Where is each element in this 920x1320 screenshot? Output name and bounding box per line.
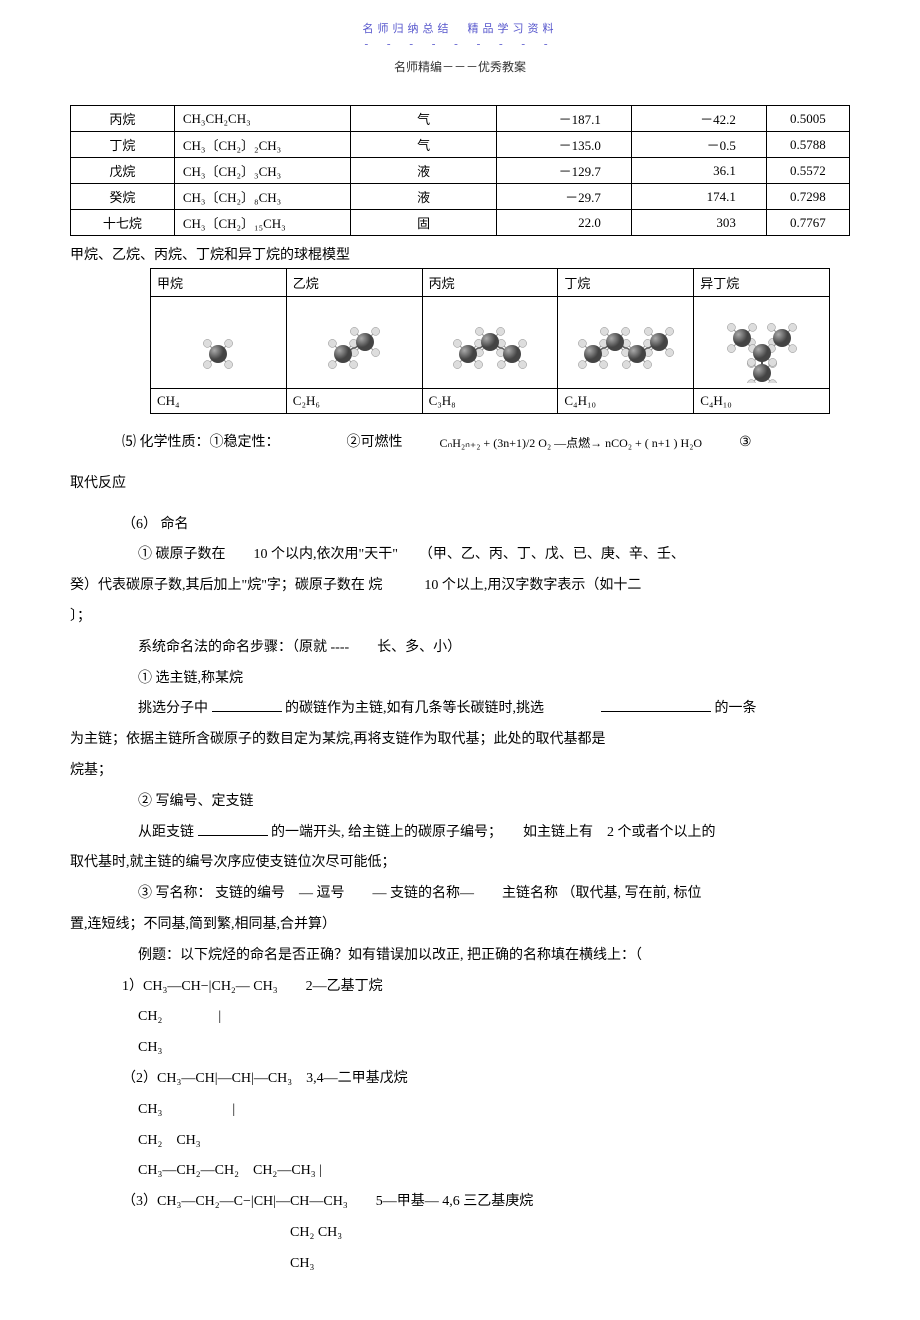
model-header: 异丁烷 (694, 269, 830, 297)
p1a: ① 碳原子数在 10 个以内,依次用"天干" （甲、乙、丙、丁、戊、已、庚、辛、… (70, 540, 850, 571)
table-row: 丁烷CH₃〔CH₂〕₂CH₃气－135.0－0.50.5788 (71, 132, 850, 158)
top-dashes: - - - - - - - - - (70, 38, 850, 50)
blank-2 (601, 698, 711, 712)
table-cell: －129.7 (496, 158, 631, 184)
p1b: 癸）代表碳原子数,其后加上"烷"字；碳原子数在 烷 10 个以上,用汉字数字表示… (70, 571, 850, 602)
table-cell: CH₃〔CH₂〕₃CH₃ (174, 158, 351, 184)
p5: 为主链；依据主链所含碳原子的数目定为某烷,再将支链作为取代基；此处的取代基都是 (70, 725, 850, 756)
ex2a: （2）CH₃—CH|—CH|—CH₃ 3,4—二甲基戊烷 (70, 1064, 850, 1095)
table-cell: 0.7298 (766, 184, 849, 210)
table-cell: 303 (631, 210, 766, 236)
model-header: 丁烷 (558, 269, 694, 297)
table-cell: 气 (351, 132, 496, 158)
table-cell: 固 (351, 210, 496, 236)
substitution-label: 取代反应 (70, 469, 850, 500)
model-formula: C₂H₆ (286, 389, 422, 414)
p12: 例题：以下烷烃的命名是否正确？如有错误加以改正, 把正确的名称填在横线上：（ (70, 941, 850, 972)
model-formula: C₃H₈ (422, 389, 558, 414)
p9: 取代基时,就主链的编号次序应使支链位次尽可能低； (70, 848, 850, 879)
table-cell: 癸烷 (71, 184, 175, 210)
model-header: 甲烷 (151, 269, 287, 297)
table-cell: －135.0 (496, 132, 631, 158)
ex3a: （3）CH₃—CH₂—C−|CH|—CH—CH₃ 5—甲基— 4,6 三乙基庚烷 (70, 1187, 850, 1218)
chem-prop-label: ⑸ 化学性质：①稳定性： (122, 435, 280, 450)
model-formula: C₄H₁₀ (694, 389, 830, 414)
p3: ① 选主链,称某烷 (70, 664, 850, 695)
p1c: 〕； (70, 602, 850, 633)
table-cell: －0.5 (631, 132, 766, 158)
ex1a: 1）CH₃—CH−|CH₂— CH₃ 2—乙基丁烷 (70, 972, 850, 1003)
document-page: 名师归纳总结 精品学习资料 - - - - - - - - - 名师精编－－－优… (0, 0, 920, 1320)
combustible-label: ②可燃性 (347, 435, 403, 450)
ex2b: CH₃ | (70, 1095, 850, 1126)
p7: ② 写编号、定支链 (70, 787, 850, 818)
p4c: 的一条 (715, 701, 757, 716)
circled-3: ③ (739, 435, 752, 450)
table-row: 丙烷CH₃CH₂CH₃气－187.1－42.20.5005 (71, 106, 850, 132)
models-table: 甲烷乙烷丙烷丁烷异丁烷 CH₄C₂H₆C₃H₈C₄H₁₀C₄H₁₀ (150, 268, 830, 414)
table-cell: －187.1 (496, 106, 631, 132)
combustion-equation: CₙH₂ₙ₊₂ + (3n+1)/2 O₂ —点燃→ nCO₂ + ( n+1 … (440, 430, 703, 456)
ex1c: CH₃ (70, 1033, 850, 1064)
table-cell: 液 (351, 184, 496, 210)
model-header: 丙烷 (422, 269, 558, 297)
blank-3 (198, 822, 268, 836)
model-image (558, 297, 694, 389)
table-cell: 0.5572 (766, 158, 849, 184)
table-cell: 丁烷 (71, 132, 175, 158)
ex3c: CH₃ (70, 1249, 850, 1280)
p8a: 从距支链 (138, 825, 194, 840)
model-formula: C₄H₁₀ (558, 389, 694, 414)
table-cell: 22.0 (496, 210, 631, 236)
properties-table: 丙烷CH₃CH₂CH₃气－187.1－42.20.5005丁烷CH₃〔CH₂〕₂… (70, 105, 850, 236)
table-cell: 丙烷 (71, 106, 175, 132)
table-cell: －42.2 (631, 106, 766, 132)
sub-header: 名师精编－－－优秀教案 (70, 58, 850, 75)
table-cell: 174.1 (631, 184, 766, 210)
ex3b: CH₂ CH₃ (70, 1218, 850, 1249)
top-header: 名师归纳总结 精品学习资料 (70, 20, 850, 36)
table-cell: 气 (351, 106, 496, 132)
table-cell: CH₃〔CH₂〕₈CH₃ (174, 184, 351, 210)
model-formula: CH₄ (151, 389, 287, 414)
table-cell: 0.7767 (766, 210, 849, 236)
p2: 系统命名法的命名步骤：（原就 ---- 长、多、小） (70, 633, 850, 664)
table-cell: 液 (351, 158, 496, 184)
table-cell: 0.5005 (766, 106, 849, 132)
model-header: 乙烷 (286, 269, 422, 297)
p4a: 挑选分子中 (138, 701, 208, 716)
table-row: 十七烷CH₃〔CH₂〕₁₅CH₃固22.03030.7767 (71, 210, 850, 236)
p4b: 的碳链作为主链,如有几条等长碳链时,挑选 (285, 701, 544, 716)
models-caption: 甲烷、乙烷、丙烷、丁烷和异丁烷的球棍模型 (70, 244, 850, 264)
p10: ③ 写名称： 支链的编号 — 逗号 — 支链的名称— 主链名称 （取代基, 写在… (70, 879, 850, 910)
blank-1 (212, 698, 282, 712)
model-image (286, 297, 422, 389)
p11: 置,连短线；不同基,简到繁,相同基,合并算） (70, 910, 850, 941)
model-image (422, 297, 558, 389)
table-cell: CH₃CH₂CH₃ (174, 106, 351, 132)
table-cell: CH₃〔CH₂〕₁₅CH₃ (174, 210, 351, 236)
ex1b: CH₂ | (70, 1002, 850, 1033)
table-cell: －29.7 (496, 184, 631, 210)
p8b: 的一端开头, 给主链上的碳原子编号； 如主链上有 2 个或者个以上的 (271, 825, 716, 840)
model-image (151, 297, 287, 389)
table-cell: 0.5788 (766, 132, 849, 158)
body-text: ⑸ 化学性质：①稳定性： ②可燃性 CₙH₂ₙ₊₂ + (3n+1)/2 O₂ … (70, 428, 850, 1280)
model-image (694, 297, 830, 389)
table-row: 戊烷CH₃〔CH₂〕₃CH₃液－129.736.10.5572 (71, 158, 850, 184)
table-row: 癸烷CH₃〔CH₂〕₈CH₃液－29.7174.10.7298 (71, 184, 850, 210)
ex2c: CH₂ CH₃ (70, 1126, 850, 1157)
table-cell: 36.1 (631, 158, 766, 184)
ex2d: CH₃—CH₂—CH₂ CH₂—CH₃ | (70, 1156, 850, 1187)
table-cell: 十七烷 (71, 210, 175, 236)
p6: 烷基； (70, 756, 850, 787)
naming-heading: （6） 命名 (70, 510, 850, 541)
table-cell: 戊烷 (71, 158, 175, 184)
table-cell: CH₃〔CH₂〕₂CH₃ (174, 132, 351, 158)
